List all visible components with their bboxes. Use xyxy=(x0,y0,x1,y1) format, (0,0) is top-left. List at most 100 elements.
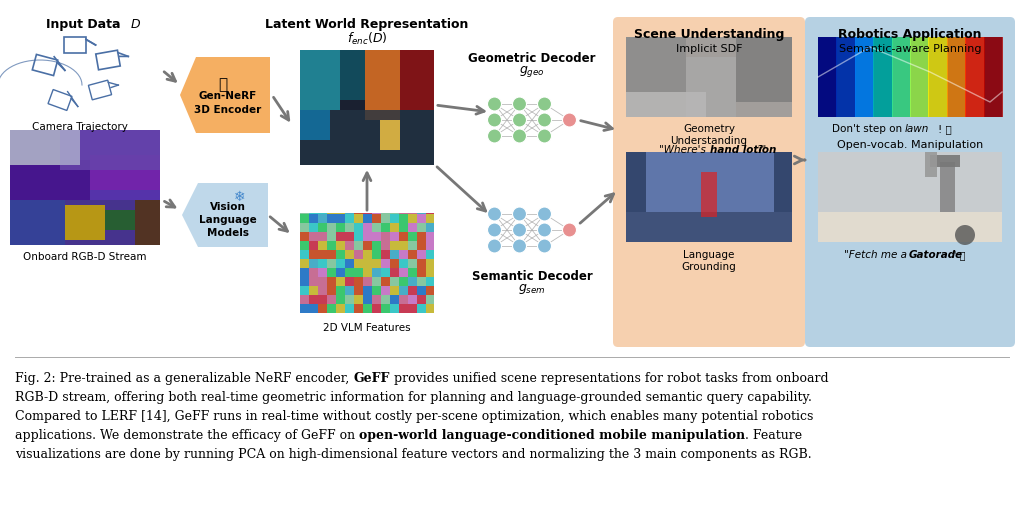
Bar xyxy=(345,295,354,304)
Bar xyxy=(399,286,408,295)
Bar xyxy=(327,268,336,277)
Bar xyxy=(417,286,426,295)
Circle shape xyxy=(512,223,526,237)
Text: Geometric Decoder: Geometric Decoder xyxy=(468,52,596,65)
Bar xyxy=(426,295,434,304)
Bar xyxy=(399,259,408,268)
Bar xyxy=(925,152,937,177)
Bar xyxy=(626,92,706,117)
Text: Scene Understanding: Scene Understanding xyxy=(634,28,784,41)
Bar xyxy=(417,213,426,214)
Bar xyxy=(399,295,408,304)
Bar xyxy=(426,213,434,214)
Bar xyxy=(362,250,372,259)
Bar xyxy=(626,212,792,242)
Circle shape xyxy=(487,113,502,127)
Bar xyxy=(736,37,792,102)
Text: Implicit SDF: Implicit SDF xyxy=(676,44,742,54)
Bar xyxy=(354,241,362,250)
Bar xyxy=(345,241,354,250)
Text: Camera Trajectory: Camera Trajectory xyxy=(32,122,128,132)
Bar xyxy=(399,250,408,259)
Bar xyxy=(354,268,362,277)
Bar xyxy=(910,37,930,117)
Circle shape xyxy=(487,207,502,221)
Bar xyxy=(65,205,105,240)
Bar xyxy=(873,37,893,117)
Bar xyxy=(327,223,336,232)
Bar xyxy=(372,268,381,277)
Bar xyxy=(417,259,426,268)
Bar xyxy=(10,200,160,245)
Bar xyxy=(362,214,372,223)
Text: Vision
Language
Models: Vision Language Models xyxy=(199,202,257,238)
Bar xyxy=(354,277,362,286)
Text: " 🦶: " 🦶 xyxy=(952,250,966,260)
Bar xyxy=(390,304,399,313)
Bar xyxy=(372,250,381,259)
Bar xyxy=(336,295,345,304)
Bar xyxy=(426,259,434,268)
Bar xyxy=(381,214,390,223)
Bar xyxy=(372,259,381,268)
Bar xyxy=(318,304,327,313)
Text: . Feature: . Feature xyxy=(745,429,803,442)
Bar xyxy=(426,304,434,313)
Circle shape xyxy=(562,223,577,237)
Bar xyxy=(408,223,417,232)
Bar xyxy=(408,268,417,277)
Bar xyxy=(399,241,408,250)
Bar xyxy=(408,304,417,313)
Circle shape xyxy=(512,97,526,111)
Bar xyxy=(327,250,336,259)
Text: Onboard RGB-D Stream: Onboard RGB-D Stream xyxy=(24,252,146,262)
Bar xyxy=(135,200,160,245)
Text: Gen-NeRF
3D Encoder: Gen-NeRF 3D Encoder xyxy=(195,92,261,114)
Bar xyxy=(381,250,390,259)
Bar xyxy=(300,214,309,223)
Bar xyxy=(300,268,309,277)
Bar xyxy=(327,304,336,313)
Bar xyxy=(300,241,309,250)
Bar xyxy=(309,241,318,250)
Bar xyxy=(390,250,399,259)
Bar xyxy=(300,232,309,241)
Circle shape xyxy=(487,97,502,111)
Bar xyxy=(381,304,390,313)
Bar xyxy=(426,277,434,286)
Bar xyxy=(362,213,372,214)
Bar xyxy=(354,286,362,295)
Bar xyxy=(626,37,686,92)
Bar xyxy=(984,37,1002,117)
Bar xyxy=(10,130,80,165)
Bar xyxy=(354,250,362,259)
Bar xyxy=(309,250,318,259)
Text: Language
Grounding: Language Grounding xyxy=(682,250,736,272)
Text: GeFF: GeFF xyxy=(353,372,389,385)
Bar xyxy=(327,232,336,241)
Bar xyxy=(686,57,736,117)
Circle shape xyxy=(512,129,526,143)
Bar xyxy=(626,152,792,242)
Bar xyxy=(309,277,318,286)
Bar xyxy=(300,259,309,268)
Bar xyxy=(309,259,318,268)
Bar xyxy=(362,223,372,232)
Bar xyxy=(399,268,408,277)
Bar xyxy=(940,162,955,212)
Circle shape xyxy=(538,97,552,111)
Text: "Where's: "Where's xyxy=(658,145,709,155)
Bar xyxy=(327,259,336,268)
Bar xyxy=(309,286,318,295)
Text: Robotics Application: Robotics Application xyxy=(839,28,982,41)
Bar xyxy=(300,50,434,165)
Bar xyxy=(318,223,327,232)
Bar xyxy=(345,259,354,268)
Polygon shape xyxy=(180,57,270,133)
Bar xyxy=(362,241,372,250)
Bar xyxy=(309,304,318,313)
Bar xyxy=(390,214,399,223)
Bar xyxy=(818,37,838,117)
Bar xyxy=(300,50,340,110)
Bar xyxy=(626,152,646,212)
